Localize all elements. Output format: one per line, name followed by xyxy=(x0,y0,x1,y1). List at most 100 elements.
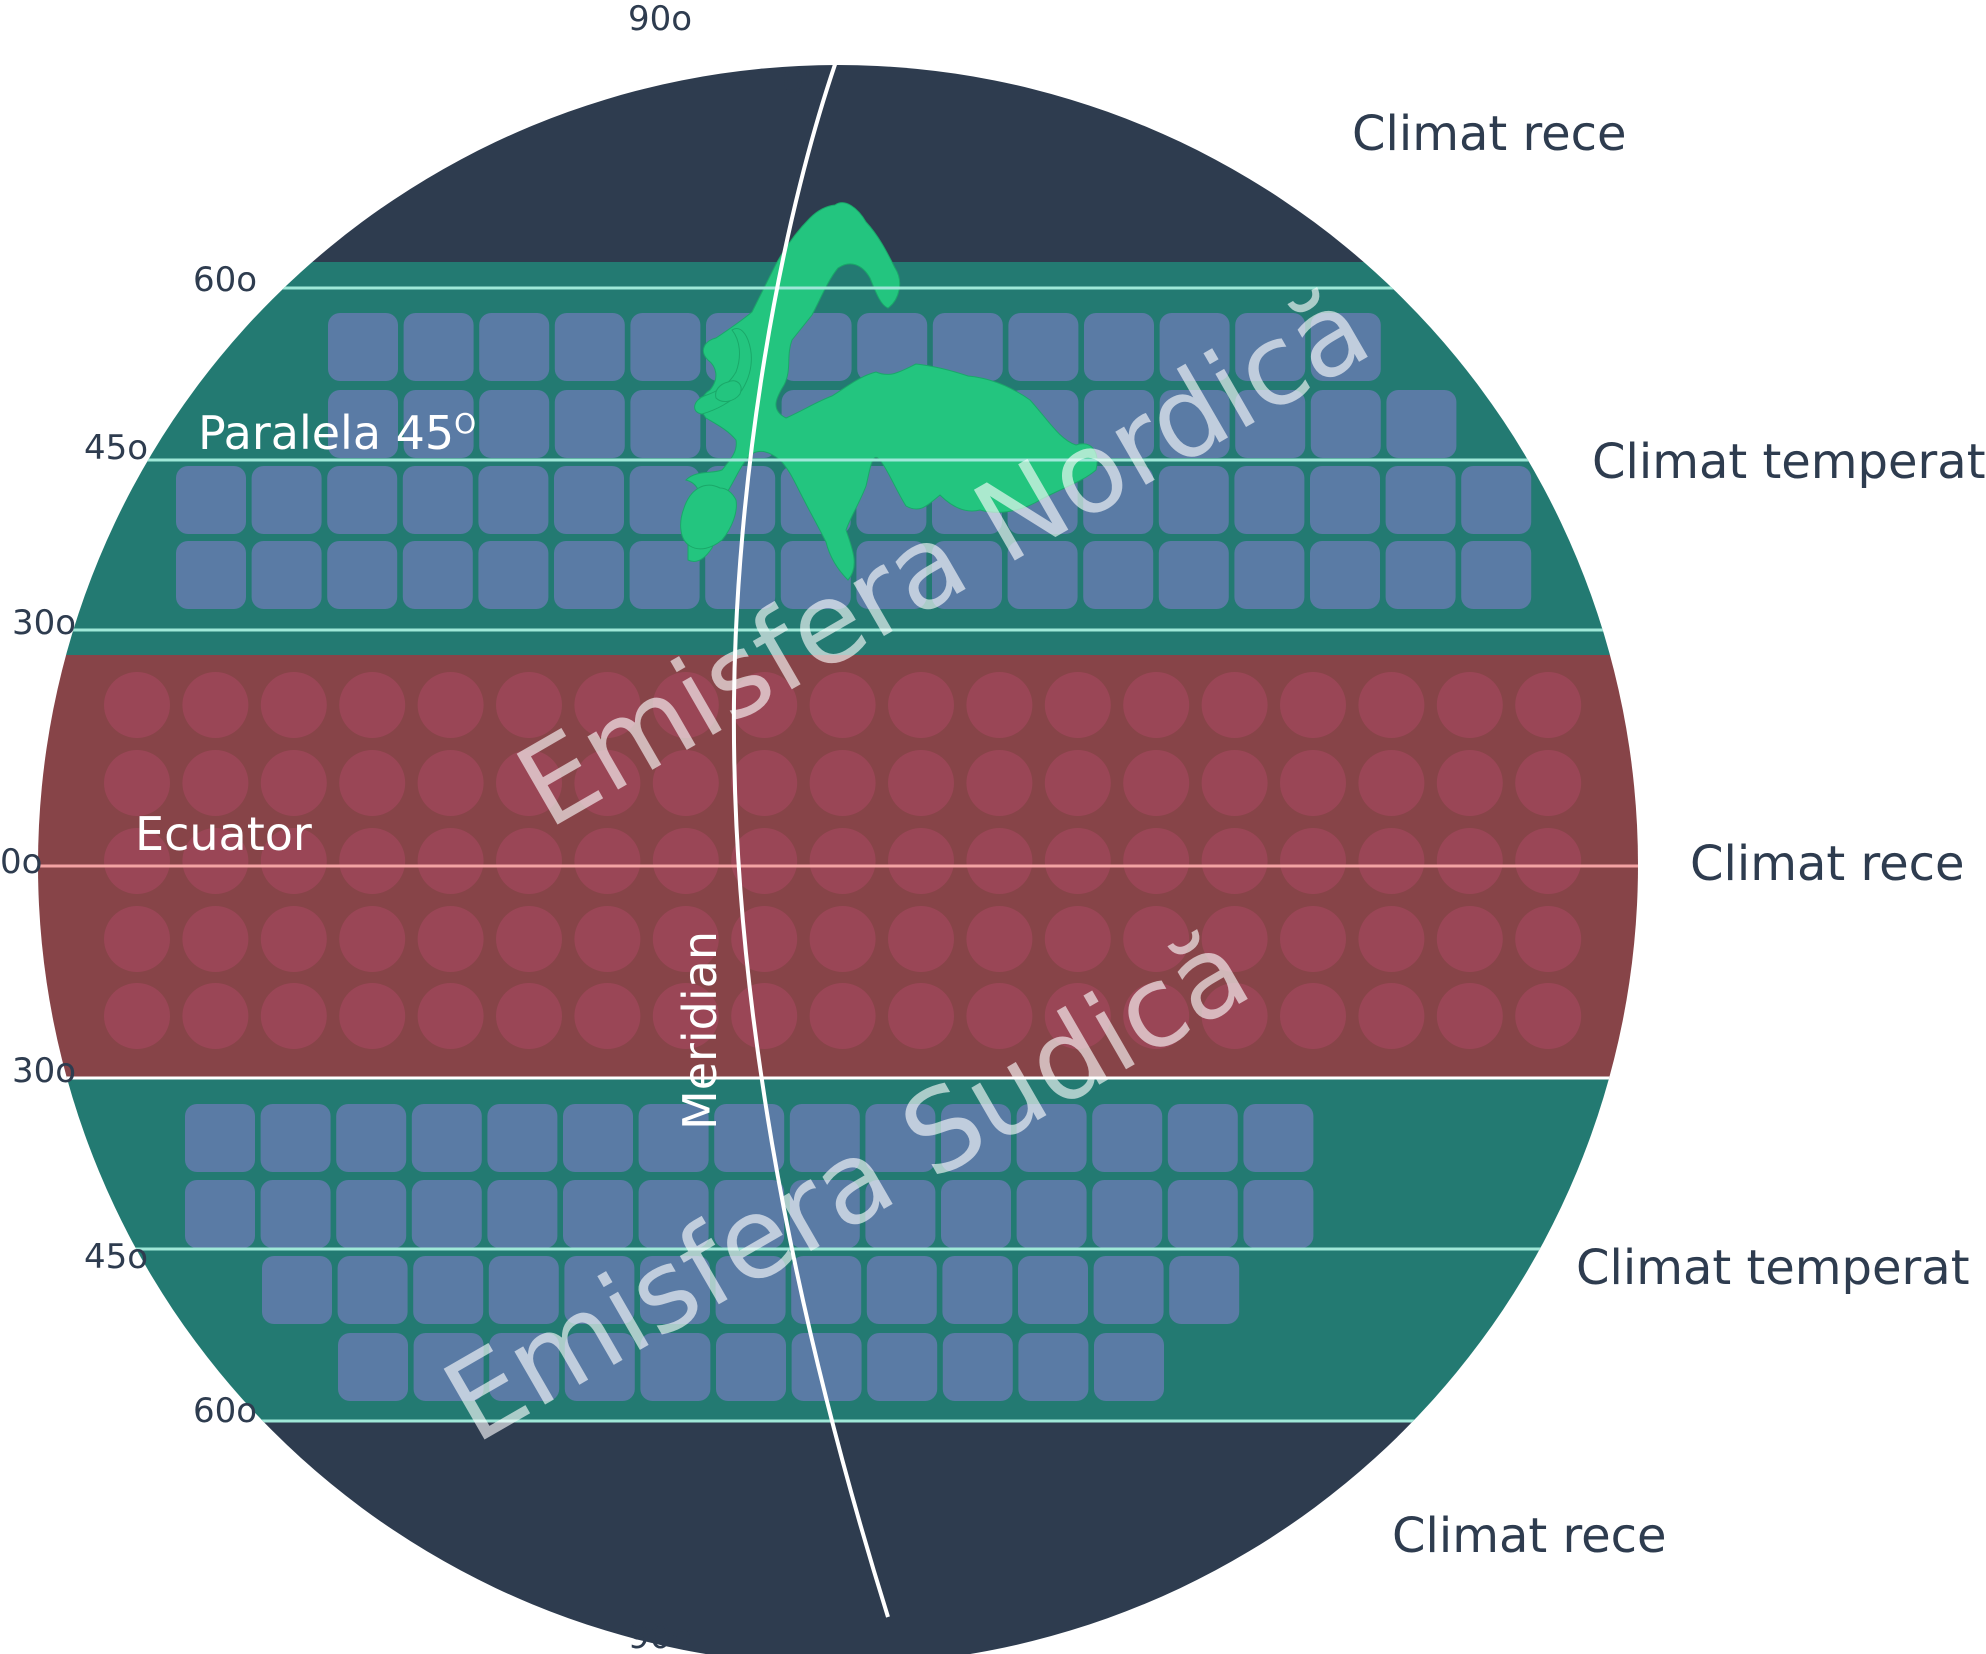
temperate-cell xyxy=(640,1256,710,1324)
temperate-cell xyxy=(554,390,625,458)
tropical-cell xyxy=(1436,906,1503,972)
tropical-cell xyxy=(888,906,954,972)
tropical-cell xyxy=(1358,750,1425,816)
tropical-cell xyxy=(1123,672,1190,738)
tropical-cell xyxy=(260,906,327,972)
temperate-cell xyxy=(403,390,474,458)
temperate-cell xyxy=(251,466,322,534)
temperate-cell xyxy=(251,541,322,609)
tropical-cell xyxy=(1436,672,1503,738)
tropical-cell xyxy=(1436,828,1503,894)
temperate-cell xyxy=(337,1256,408,1324)
temperate-cell xyxy=(791,1333,862,1401)
zone-label-north-temperate: Climat temperat xyxy=(1592,434,1986,490)
tropical-cell xyxy=(1280,750,1346,816)
tropical-cell xyxy=(1201,828,1268,894)
temperate-cell xyxy=(1310,313,1381,381)
lat-label-n45: 45o xyxy=(84,428,148,468)
tropical-cell xyxy=(731,983,798,1049)
pole-bottom-label: 90o xyxy=(628,1617,692,1654)
tropical-cell xyxy=(496,672,562,738)
tropical-cell xyxy=(1358,828,1425,894)
temperate-cell xyxy=(176,466,246,534)
temperate-cell xyxy=(478,466,549,534)
temperate-cell xyxy=(866,1256,937,1324)
tropical-cell xyxy=(496,750,562,816)
tropical-cell xyxy=(966,983,1033,1049)
tropical-cell xyxy=(417,906,484,972)
tropical-cell xyxy=(731,828,798,894)
temperate-cell xyxy=(336,1104,407,1172)
temperate-cell xyxy=(865,1180,936,1248)
temperate-cell xyxy=(328,313,398,381)
temperate-cell xyxy=(413,1333,484,1401)
temperate-cell xyxy=(402,466,473,534)
tropical-cell xyxy=(652,672,719,738)
lat-label-s30: 30o xyxy=(12,1051,76,1091)
temperate-cell xyxy=(1159,313,1230,381)
tropical-cell xyxy=(1201,906,1268,972)
temperate-cell xyxy=(941,1180,1011,1248)
temperate-cell xyxy=(338,1333,408,1401)
temperate-cell xyxy=(1385,541,1456,609)
temperate-cell xyxy=(327,541,398,609)
tropical-cell xyxy=(1123,750,1190,816)
tropical-cell xyxy=(966,672,1033,738)
temperate-cell xyxy=(640,1333,711,1401)
tropical-cell xyxy=(1044,906,1111,972)
temperate-cell xyxy=(1169,1256,1240,1324)
tropical-cell xyxy=(417,672,484,738)
temperate-cell xyxy=(487,1104,558,1172)
zone-label-south-cold: Climat rece xyxy=(1392,1508,1667,1564)
parallel-45-label: Paralela 45O xyxy=(198,406,476,460)
europe-map-icon xyxy=(680,202,1098,581)
temperate-cell xyxy=(262,1256,332,1324)
temperate-cell xyxy=(479,390,550,458)
temperate-cell xyxy=(932,313,1003,381)
tropical-cell xyxy=(1358,983,1425,1049)
tropical-cell xyxy=(809,906,876,972)
tropical-cell xyxy=(1515,672,1582,738)
tropical-cell xyxy=(1280,906,1346,972)
tropical-cell xyxy=(339,828,406,894)
tropical-cell xyxy=(1201,672,1268,738)
tropical-cell xyxy=(339,983,406,1049)
temperate-cell xyxy=(185,1104,255,1172)
tropical-cell xyxy=(182,672,249,738)
tropical-cell xyxy=(339,672,406,738)
tropical-cell xyxy=(104,828,170,894)
temperate-cell xyxy=(1461,466,1532,534)
temperate-cell xyxy=(789,1104,860,1172)
temperate-cell xyxy=(487,1180,558,1248)
temperate-cell xyxy=(630,390,701,458)
meridian-zero-label: 0' xyxy=(782,61,813,101)
tropical-cell xyxy=(496,906,562,972)
tropical-cell xyxy=(417,828,484,894)
tropical-cell xyxy=(1358,906,1425,972)
tropical-cell xyxy=(888,828,954,894)
tropical-cell xyxy=(339,750,406,816)
temperate-cell xyxy=(1094,1333,1164,1401)
temperate-cell xyxy=(403,313,474,381)
tropical-cell xyxy=(1515,828,1582,894)
temperate-cell xyxy=(488,1256,559,1324)
zone-label-equator: Climat rece xyxy=(1690,836,1965,892)
tropical-cell xyxy=(260,672,327,738)
tropical-cell xyxy=(1123,828,1190,894)
meridian-label: Meridian xyxy=(673,931,727,1130)
temperate-cell xyxy=(411,1104,482,1172)
temperate-cell xyxy=(1158,466,1229,534)
tropical-cell xyxy=(809,828,876,894)
tropical-cell xyxy=(496,983,562,1049)
temperate-cell xyxy=(716,1333,786,1401)
tropical-cell xyxy=(496,828,562,894)
tropical-cell xyxy=(260,828,327,894)
temperate-cell xyxy=(413,1256,484,1324)
temperate-cell xyxy=(857,313,928,381)
tropical-cell xyxy=(1280,983,1346,1049)
tropical-cell xyxy=(1280,672,1346,738)
zone-label-north-cold: Climat rece xyxy=(1352,106,1627,162)
temperate-cell xyxy=(942,1256,1013,1324)
temperate-cell xyxy=(1016,1180,1087,1248)
temperate-cell xyxy=(856,541,927,609)
